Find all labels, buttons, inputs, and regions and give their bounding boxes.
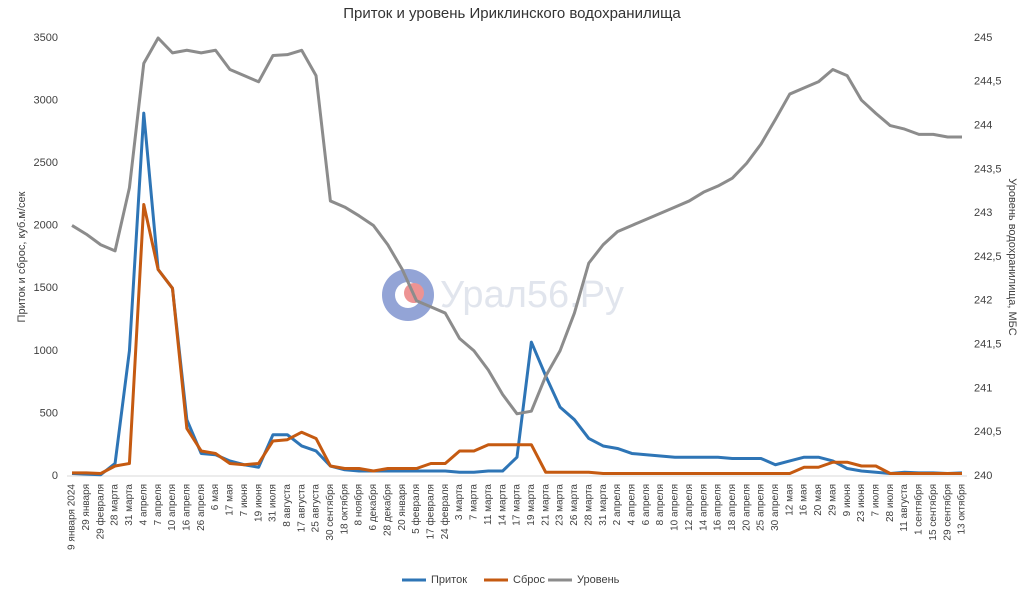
- x-tick-label: 29 января: [81, 484, 92, 530]
- x-tick-label: 28 июля: [885, 484, 896, 522]
- y-axis-label: Приток и сброс, куб.м/сек: [16, 191, 28, 322]
- y-tick-label: 3500: [34, 32, 58, 44]
- x-tick-label: 19 марта: [526, 484, 537, 526]
- x-tick-label: 6 мая: [210, 484, 221, 510]
- x-tick-label: 23 июня: [856, 484, 867, 522]
- series-line: [72, 202, 962, 475]
- x-tick-label: 30 апреля: [770, 484, 781, 531]
- y2-tick-label: 245: [974, 32, 992, 44]
- x-tick-label: 11 марта: [483, 484, 494, 525]
- watermark: Урал56.Ру: [382, 269, 624, 321]
- chart-title: Приток и уровень Ириклинского водохранил…: [343, 5, 681, 22]
- x-tick-label: 26 апреля: [196, 484, 207, 531]
- y2-axis-label: Уровень водохранилища, МБС: [1006, 178, 1018, 335]
- x-tick-label: 7 апреля: [153, 484, 164, 525]
- x-tick-label: 5 февраля: [410, 484, 422, 534]
- y2-tick-label: 244: [974, 120, 992, 132]
- x-tick-label: 8 августа: [282, 484, 293, 527]
- x-tick-label: 6 апреля: [641, 484, 652, 525]
- y2-tick-label: 244,5: [974, 76, 1002, 88]
- x-tick-label: 25 апреля: [756, 484, 767, 531]
- y2-tick-label: 240: [974, 470, 992, 482]
- y-tick-label: 3000: [34, 94, 58, 106]
- x-tick-label: 29 сентября: [941, 484, 953, 541]
- x-tick-label: 9 января 2024: [67, 484, 78, 550]
- x-tick-label: 7 марта: [469, 484, 480, 521]
- x-tick-label: 16 апреля: [181, 484, 192, 531]
- x-tick-label: 15 сентября: [927, 484, 939, 541]
- x-tick-label: 18 октября: [338, 484, 350, 535]
- x-tick-label: 10 апреля: [670, 484, 681, 531]
- x-tick-label: 20 мая: [813, 484, 824, 516]
- y2-tick-label: 241,5: [974, 339, 1002, 351]
- legend-label: Приток: [431, 574, 467, 586]
- x-tick-label: 3 марта: [454, 484, 465, 521]
- x-tick-label: 25 августа: [311, 484, 322, 533]
- y-tick-label: 2500: [34, 157, 58, 169]
- x-tick-label: 13 октября: [956, 484, 968, 535]
- x-tick-label: 26 марта: [569, 484, 580, 526]
- x-tick-label: 30 сентября: [324, 484, 336, 541]
- x-tick-label: 20 января: [397, 484, 408, 530]
- x-tick-label: 29 февраля: [94, 484, 106, 539]
- y2-tick-label: 241: [974, 382, 992, 394]
- x-tick-label: 6 декабря: [367, 484, 379, 530]
- watermark-text: Урал56.Ру: [440, 274, 624, 316]
- x-tick-label: 16 мая: [799, 484, 810, 516]
- legend-label: Сброс: [513, 574, 545, 586]
- x-tick-label: 17 марта: [512, 484, 523, 526]
- x-tick-label: 12 апреля: [684, 484, 695, 531]
- x-tick-label: 29 мая: [827, 484, 838, 516]
- x-tick-label: 8 апреля: [655, 484, 666, 525]
- x-tick-label: 2 апреля: [612, 484, 623, 525]
- x-tick-label: 23 марта: [555, 484, 566, 526]
- y-tick-label: 500: [40, 407, 58, 419]
- x-tick-label: 21 марта: [540, 484, 551, 526]
- x-tick-label: 28 марта: [110, 484, 121, 526]
- y2-tick-label: 242: [974, 295, 992, 307]
- x-tick-label: 10 апреля: [167, 484, 178, 531]
- x-tick-label: 7 июня: [239, 484, 250, 516]
- x-tick-label: 17 мая: [225, 484, 236, 516]
- x-tick-label: 24 февраля: [439, 484, 451, 539]
- x-tick-label: 12 мая: [784, 484, 795, 516]
- y-tick-label: 1000: [34, 345, 58, 357]
- x-tick-label: 16 апреля: [713, 484, 724, 531]
- y2-tick-label: 240,5: [974, 426, 1002, 438]
- y2-tick-label: 242,5: [974, 251, 1002, 263]
- x-tick-label: 28 декабря: [381, 484, 393, 536]
- x-tick-label: 9 июня: [842, 484, 853, 516]
- x-tick-label: 31 марта: [124, 484, 135, 526]
- y2-tick-label: 243,5: [974, 163, 1002, 175]
- y-tick-label: 1500: [34, 282, 58, 294]
- x-tick-label: 14 апреля: [698, 484, 709, 531]
- x-tick-label: 20 апреля: [741, 484, 752, 531]
- x-tick-label: 28 марта: [583, 484, 594, 526]
- x-tick-label: 4 апреля: [138, 484, 149, 525]
- x-tick-label: 31 июля: [268, 484, 279, 522]
- x-tick-label: 8 ноября: [353, 484, 365, 525]
- y-tick-label: 0: [52, 470, 58, 482]
- y-tick-label: 2000: [34, 220, 58, 232]
- y2-tick-label: 243: [974, 207, 992, 219]
- x-tick-label: 4 апреля: [626, 484, 637, 525]
- x-tick-label: 11 августа: [899, 484, 910, 532]
- x-tick-label: 17 февраля: [425, 484, 437, 539]
- legend-label: Уровень: [577, 574, 620, 586]
- x-tick-label: 17 августа: [296, 484, 307, 533]
- x-tick-label: 7 июля: [871, 484, 882, 516]
- x-tick-label: 31 марта: [598, 484, 609, 526]
- x-tick-label: 14 марта: [497, 484, 508, 526]
- x-tick-label: 19 июня: [253, 484, 264, 522]
- x-tick-label: 18 апреля: [727, 484, 738, 531]
- series-line: [71, 36, 962, 416]
- x-tick-label: 1 сентября: [913, 484, 925, 535]
